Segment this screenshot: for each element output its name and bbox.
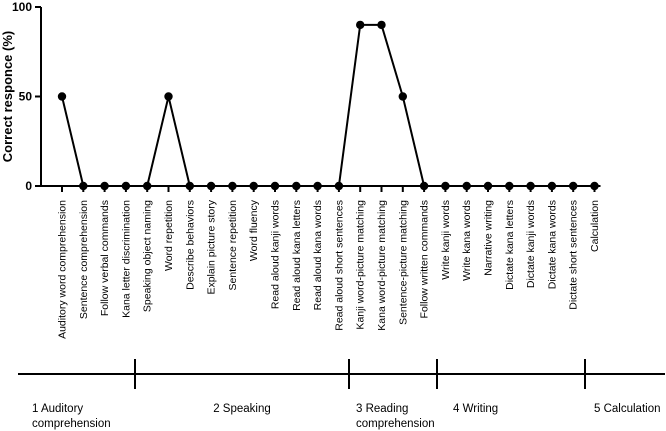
x-tick-label: Read aloud kanji words	[270, 200, 282, 309]
x-tick-label: Dictate kana words	[546, 200, 558, 289]
x-tick-labels: Auditory word comprehension Sentence comp…	[57, 199, 602, 339]
data-point	[483, 181, 493, 191]
data-point	[313, 181, 322, 191]
x-tick-label: Dictate short sentences	[568, 200, 580, 310]
x-tick-label: Explain picture story	[206, 199, 218, 294]
x-tick-label: Sentence comprehension	[78, 200, 90, 319]
data-point	[462, 181, 471, 191]
data-point	[143, 181, 152, 191]
data-point	[505, 181, 514, 191]
x-tick-label: Kana letter discrimination	[120, 200, 132, 318]
section-label: comprehension	[32, 418, 111, 430]
data-point	[356, 20, 365, 30]
data-point	[526, 181, 535, 191]
x-tick-label: Word fluency	[248, 199, 260, 261]
y-tick-label: 50	[19, 90, 33, 104]
section-label: 4 Writing	[453, 403, 498, 415]
x-tick-label: Read aloud short sentences	[333, 200, 345, 331]
data-point	[377, 20, 386, 30]
x-tick-label: Dictate kanji words	[525, 200, 537, 288]
x-tick-label: Follow verbal commands	[99, 200, 111, 316]
data-point	[419, 181, 429, 191]
data-point	[398, 92, 407, 101]
x-tick-label: Read aloud kana words	[312, 200, 324, 310]
x-tick-label: Follow written commands	[419, 200, 431, 318]
x-tick-label: Write kana words	[461, 200, 473, 281]
x-tick-label: Sentence-picture matching	[397, 200, 409, 325]
series	[57, 20, 599, 191]
section-bar: 1 Auditory comprehension 2 Speaking 3 Readi…	[18, 359, 665, 430]
x-tick-label: Kana word-picture matching	[376, 200, 388, 331]
section-label: 2 Speaking	[213, 403, 271, 415]
data-point	[292, 181, 301, 191]
axes: 0 50 100 Correct responce (%)	[0, 0, 601, 193]
section-label: 5 Calculation	[594, 403, 660, 415]
x-tick-label: Calculation	[589, 200, 601, 252]
x-tick-label: Write kanji words	[440, 200, 452, 280]
x-tick-label: Narrative writing	[483, 200, 495, 276]
x-tick-label: Kanji word-picture matching	[355, 200, 367, 330]
data-point	[270, 181, 280, 191]
data-point	[185, 181, 194, 191]
section-label: 1 Auditory	[32, 403, 83, 415]
y-axis-label: Correct responce (%)	[0, 31, 15, 162]
data-point	[57, 92, 67, 101]
data-point	[100, 181, 109, 191]
x-tick-label: Describe behaviors	[184, 200, 196, 290]
data-point	[334, 181, 344, 191]
data-point	[547, 181, 557, 191]
x-tick-label: Auditory word comprehension	[57, 200, 69, 339]
data-point	[121, 181, 131, 191]
x-tick-label: Dictate kana letters	[504, 200, 516, 290]
x-tick-label: Sentence repetition	[227, 200, 239, 291]
x-tick-label: Speaking object naming	[142, 200, 154, 312]
x-tick-label: Read aloud kana letters	[291, 200, 303, 311]
section-label: 3 Reading	[356, 403, 408, 415]
data-point	[590, 181, 599, 191]
x-tick-label: Word repetition	[163, 200, 175, 271]
y-tick-label: 100	[12, 0, 32, 14]
data-point	[79, 181, 88, 191]
data-point	[249, 181, 258, 191]
data-point	[206, 181, 216, 191]
data-point	[569, 181, 578, 191]
data-point	[164, 92, 173, 101]
y-tick-label: 0	[25, 179, 32, 193]
data-point	[228, 181, 237, 191]
section-label: comprehension	[356, 418, 435, 430]
data-point	[441, 181, 450, 191]
series-line	[61, 23, 595, 187]
